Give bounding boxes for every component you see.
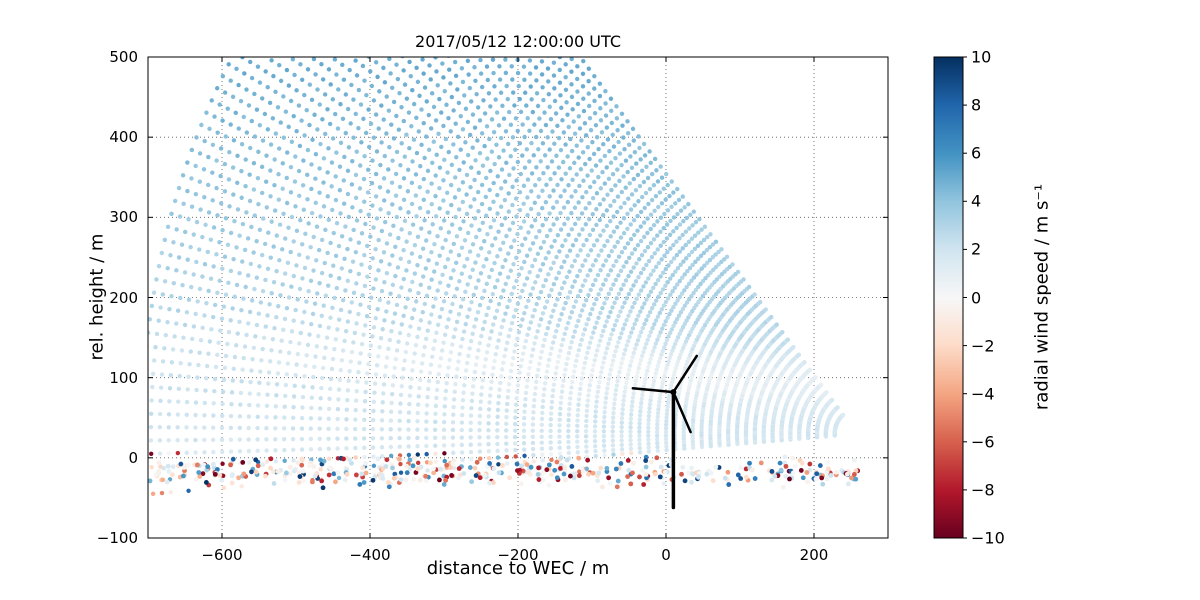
x-tick-label: −200 <box>497 546 539 564</box>
x-tick-label: −400 <box>349 546 391 564</box>
x-axis-label: distance to WEC / m <box>426 558 610 579</box>
colorbar-tick-label: 6 <box>971 143 982 163</box>
colorbar-tick-label: −4 <box>971 384 995 404</box>
y-tick-label: 500 <box>109 48 138 66</box>
colorbar-tick-label: 4 <box>971 191 982 211</box>
x-tick-label: 0 <box>661 546 671 564</box>
colorbar-tick-label: −6 <box>971 432 995 452</box>
colorbar-tick-label: 10 <box>971 47 992 67</box>
colorbar-tick-label: −2 <box>971 336 995 356</box>
colorbar-tick-label: −10 <box>971 528 1005 548</box>
colorbar-tick-label: 2 <box>971 239 982 259</box>
x-tick-label: −600 <box>201 546 243 564</box>
colorbar-tick-label: 8 <box>971 95 982 115</box>
colorbar-tick-label: −8 <box>971 480 995 500</box>
y-axis-label: rel. height / m <box>86 233 108 361</box>
y-tick-label: 100 <box>109 368 138 387</box>
colorbar-label: radial wind speed / m s⁻¹ <box>1031 183 1053 411</box>
x-tick-label: 200 <box>799 546 829 564</box>
y-tick-label: −100 <box>96 529 138 547</box>
y-tick-label: 300 <box>109 208 138 227</box>
plot-title: 2017/05/12 12:00:00 UTC <box>415 32 621 51</box>
y-tick-label: 400 <box>109 128 138 147</box>
y-tick-label: 0 <box>128 448 138 467</box>
y-tick-label: 200 <box>109 288 138 307</box>
colorbar-tick-label: 0 <box>971 288 982 307</box>
